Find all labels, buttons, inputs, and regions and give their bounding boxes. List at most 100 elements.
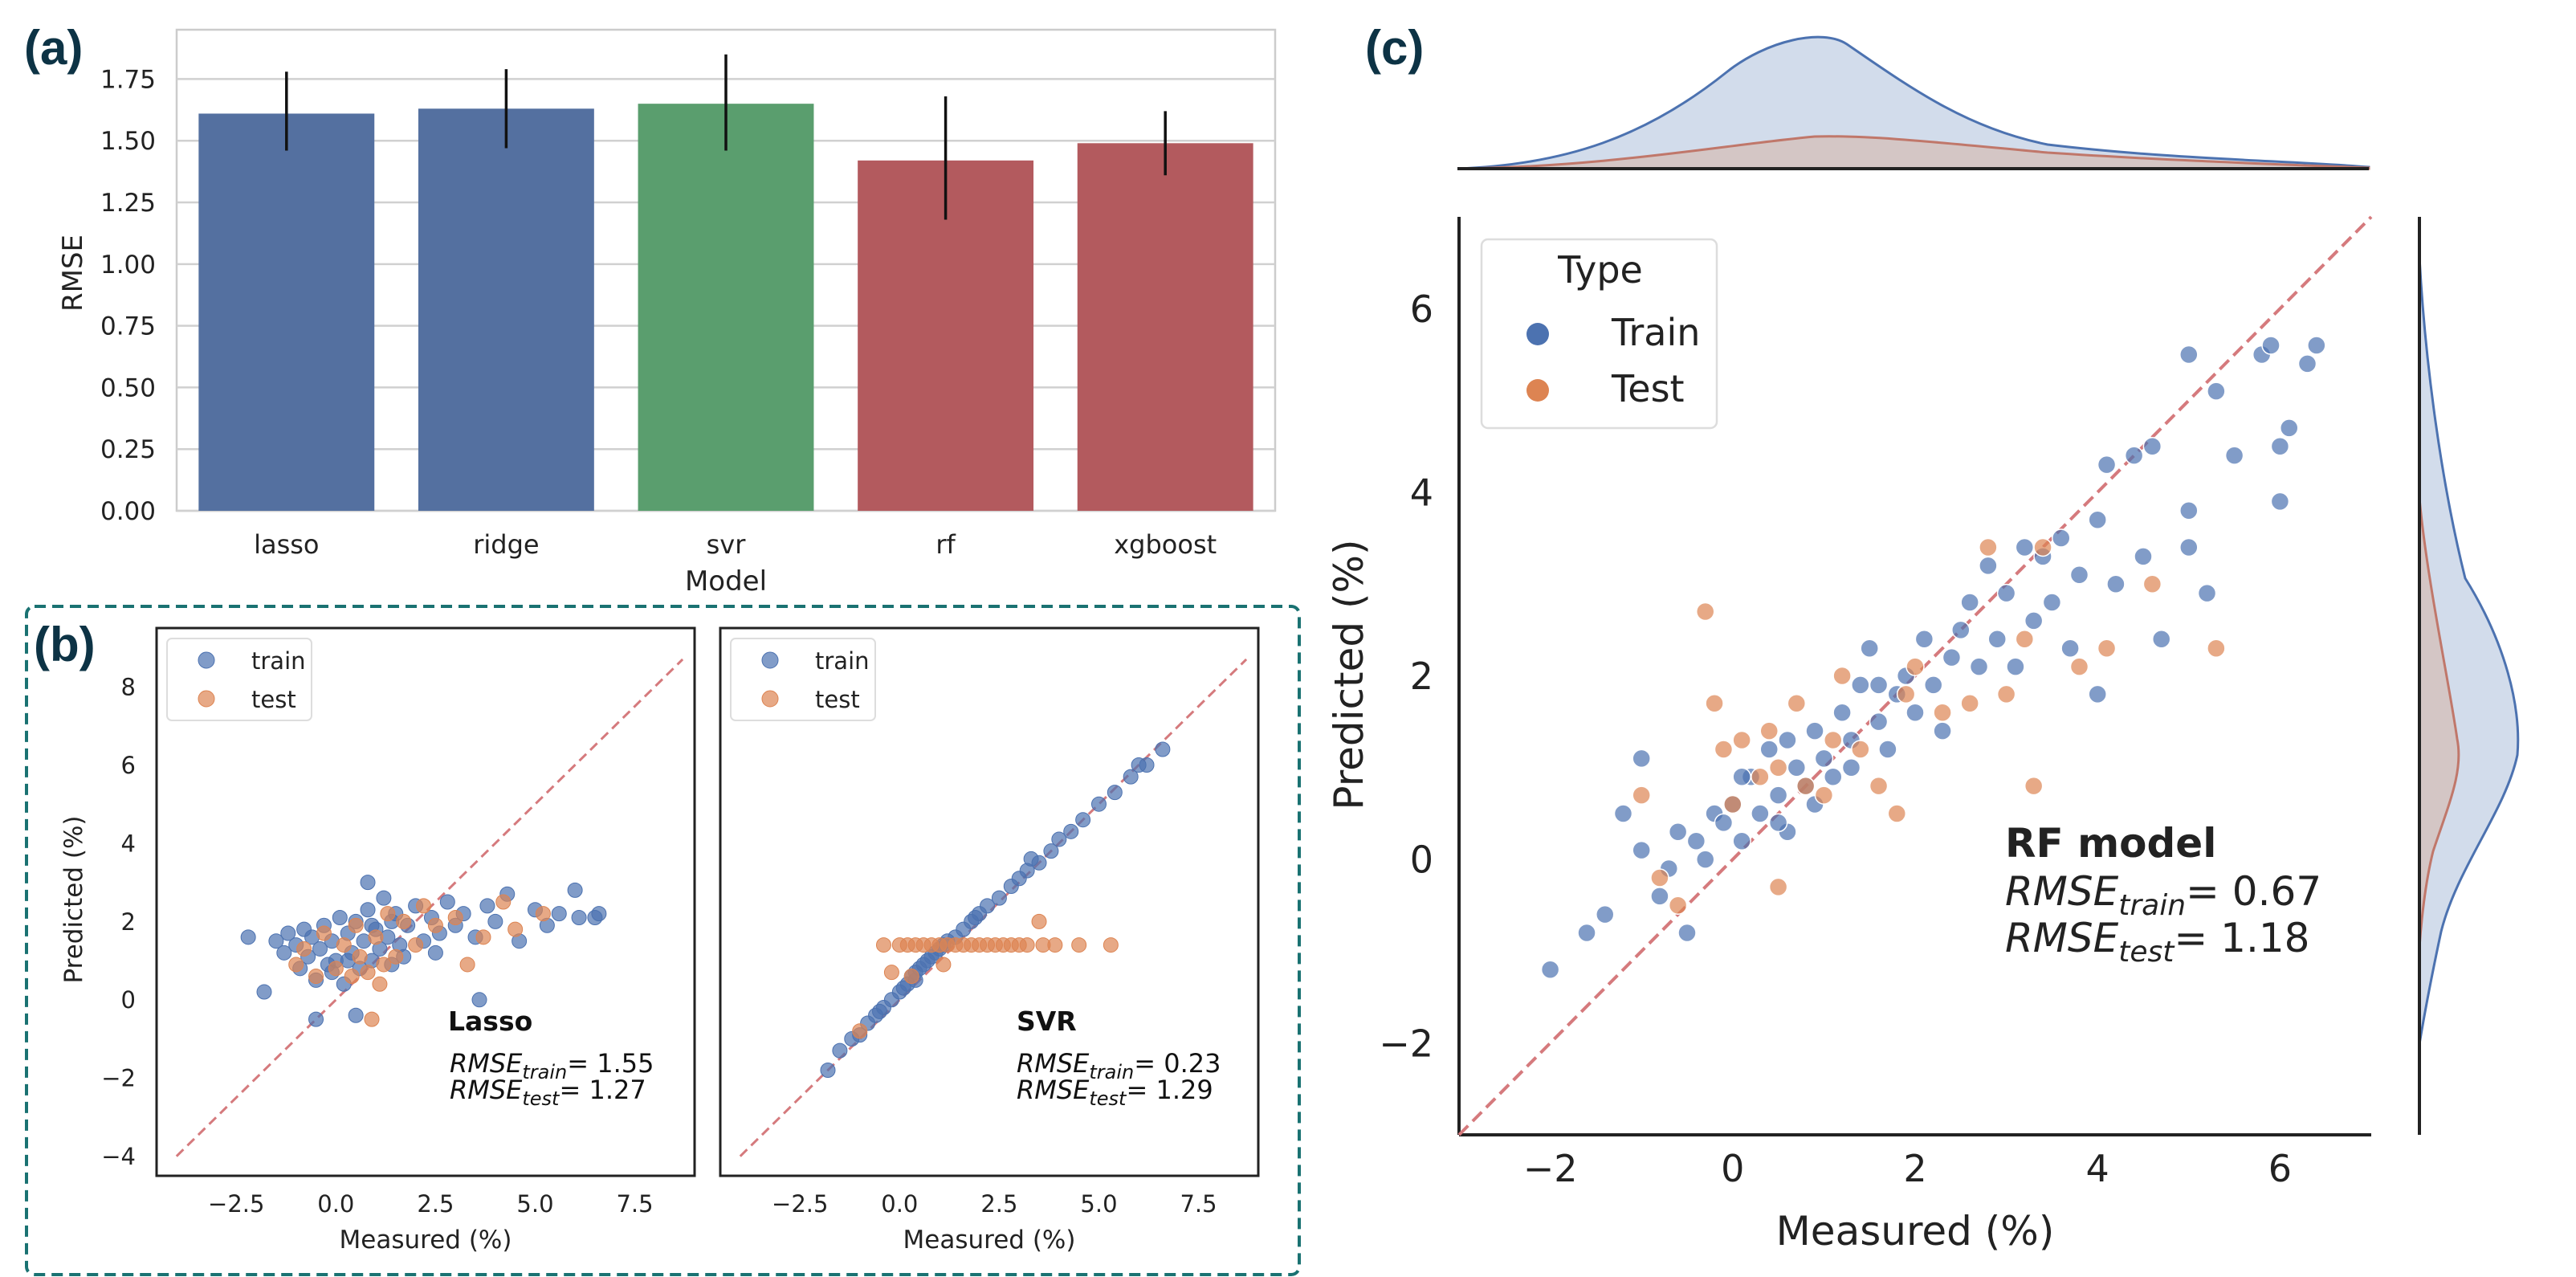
scatter-point-train xyxy=(2179,501,2199,520)
scatter-point-test xyxy=(935,957,952,973)
scatter-point-test xyxy=(1705,694,1724,713)
x-tick-label-lasso: lasso xyxy=(254,529,319,560)
scatter-point-train xyxy=(980,898,996,914)
scatter-point-test xyxy=(416,898,432,914)
scatter-point-test xyxy=(1933,703,1952,722)
bar-ridge xyxy=(418,108,594,512)
panel-a-y-tick-label: 0.75 xyxy=(100,312,156,341)
panel-b-svr-scatter: −2.5 0.0 2.5 5.0 7.5 train test SVR RMSEtrai… xyxy=(719,626,1260,1255)
panel-a-y-tick-label: 0.50 xyxy=(100,373,156,402)
bar-lasso xyxy=(198,113,375,511)
x-tick-label: 4 xyxy=(2086,1147,2109,1190)
panel-b1-test-points xyxy=(288,894,551,1027)
panel-b2-legend-test-marker xyxy=(761,690,779,708)
scatter-point-train xyxy=(1695,850,1715,869)
x-tick-label: −2.5 xyxy=(772,1190,828,1218)
panel-c-test-points xyxy=(1632,537,2226,915)
scatter-point-train xyxy=(1923,675,1943,695)
panel-c-train-points xyxy=(1540,336,2326,980)
scatter-point-test xyxy=(1869,776,1889,796)
scatter-point-test xyxy=(1887,804,1907,823)
scatter-point-test xyxy=(903,969,919,985)
scatter-point-train xyxy=(1960,593,1979,612)
scatter-point-train xyxy=(2006,657,2025,676)
scatter-point-test xyxy=(875,937,891,953)
scatter-point-train xyxy=(312,940,328,957)
y-tick-label: 0 xyxy=(121,986,136,1014)
scatter-point-test xyxy=(459,957,475,973)
bar-svr xyxy=(638,104,814,511)
scatter-point-train xyxy=(1814,749,1834,769)
scatter-point-test xyxy=(2097,638,2117,658)
scatter-point-train xyxy=(872,1003,888,1019)
panel-c-top-marginal-train-kde xyxy=(1457,35,2370,170)
scatter-point-train xyxy=(968,909,984,925)
scatter-point-test xyxy=(1714,740,1734,759)
y-tick-label: 0 xyxy=(1410,838,1433,882)
scatter-point-train xyxy=(1951,620,1971,640)
scatter-point-train xyxy=(1714,813,1734,833)
panel-a-y-ticks: 0.00 0.25 0.50 0.75 1.00 1.25 1.50 1.75 xyxy=(100,65,156,526)
scatter-point-train xyxy=(1768,785,1788,805)
scatter-point-train xyxy=(1933,721,1952,740)
x-tick-label: 0.0 xyxy=(881,1190,918,1218)
scatter-point-train xyxy=(1090,796,1107,812)
scatter-point-train xyxy=(427,944,443,961)
scatter-point-train xyxy=(1832,703,1852,722)
bar-xgboost xyxy=(1077,143,1253,512)
panel-a-x-ticks: lasso ridge svr rf xgboost xyxy=(254,529,1217,560)
panel-a-y-tick-label: 1.75 xyxy=(100,65,156,94)
scatter-point-test xyxy=(1759,721,1779,740)
scatter-point-test xyxy=(2033,537,2052,557)
panel-a-y-axis-label: RMSE xyxy=(57,235,89,312)
panel-b2-x-axis-label: Measured (%) xyxy=(903,1226,1076,1255)
x-tick-label: 2.5 xyxy=(980,1190,1017,1218)
scatter-point-train xyxy=(1668,822,1688,842)
scatter-point-train xyxy=(1139,757,1155,773)
scatter-point-train xyxy=(256,984,272,1000)
panel-b1-y-ticks: −4 −2 0 2 4 6 8 xyxy=(101,674,136,1171)
x-tick-label: 7.5 xyxy=(616,1190,653,1218)
scatter-point-test xyxy=(1668,896,1688,915)
scatter-point-train xyxy=(1613,804,1633,823)
scatter-point-test xyxy=(2024,776,2044,796)
scatter-point-test xyxy=(1103,937,1119,953)
scatter-point-train xyxy=(2307,336,2326,355)
scatter-point-train xyxy=(1878,740,1897,759)
y-tick-label: 4 xyxy=(1410,471,1433,514)
scatter-point-train xyxy=(1942,647,1962,667)
panel-b1-model-name: Lasso xyxy=(448,1006,532,1037)
panel-b1-legend-test-label: test xyxy=(251,686,296,713)
y-tick-label: 6 xyxy=(121,752,136,779)
scatter-point-test xyxy=(1650,868,1669,887)
scatter-point-train xyxy=(1540,960,1560,980)
scatter-point-train xyxy=(1732,767,1751,786)
panel-b2-legend-train-marker xyxy=(761,651,779,669)
scatter-point-train xyxy=(1577,923,1596,943)
scatter-point-test xyxy=(1896,684,1916,704)
scatter-point-train xyxy=(360,902,376,918)
panel-b-dashed-border xyxy=(25,605,1301,1276)
scatter-point-train xyxy=(1869,712,1889,732)
panel-c-right-marginal-train-kde xyxy=(2418,256,2520,1045)
scatter-point-train xyxy=(360,875,376,891)
scatter-point-train xyxy=(2207,381,2226,401)
scatter-point-test xyxy=(535,906,551,922)
y-tick-label: −2 xyxy=(1379,1022,1433,1065)
panel-b2-legend-train-label: train xyxy=(815,647,870,675)
scatter-point-train xyxy=(1155,741,1171,757)
scatter-point-test xyxy=(427,917,443,933)
scatter-point-train xyxy=(1759,740,1779,759)
scatter-point-test xyxy=(1071,937,1087,953)
scatter-point-train xyxy=(2060,638,2080,658)
scatter-point-train xyxy=(1075,812,1091,828)
scatter-point-test xyxy=(344,969,360,985)
panel-label-c: (c) xyxy=(1365,21,1424,75)
scatter-point-train xyxy=(571,909,587,925)
x-tick-label: 0.0 xyxy=(317,1190,354,1218)
scatter-point-train xyxy=(2280,418,2299,438)
scatter-point-test xyxy=(1723,794,1742,814)
scatter-point-test xyxy=(1732,730,1751,750)
scatter-point-train xyxy=(820,1062,836,1078)
